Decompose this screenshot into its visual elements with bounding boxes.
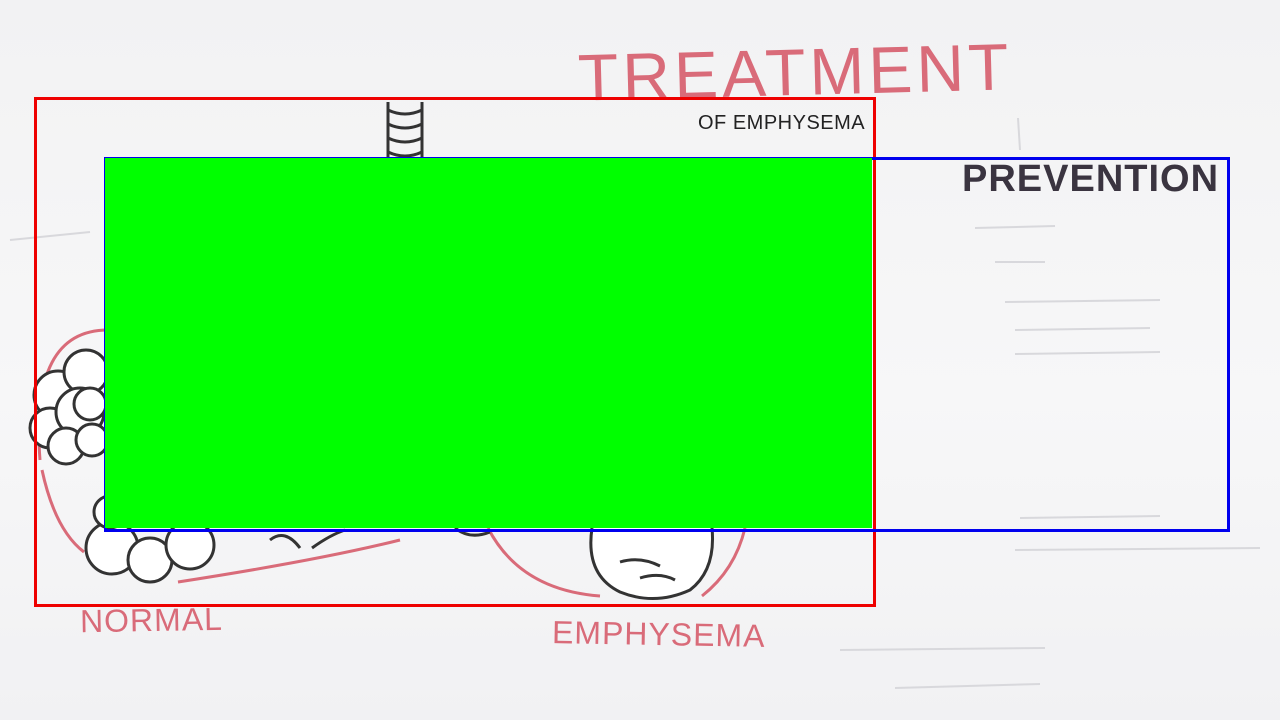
emphysema-label: EMPHYSEMA — [551, 614, 766, 654]
faint-board-writing — [9, 117, 1261, 689]
trachea-drawing — [386, 102, 424, 160]
page-subtitle: OF EMPHYSEMA — [698, 112, 866, 134]
green-overlay-rect — [105, 158, 872, 528]
prevention-heading: PREVENTION — [962, 158, 1220, 200]
emphysema-alveoli-drawing — [454, 526, 747, 601]
red-bounding-box — [34, 97, 876, 607]
